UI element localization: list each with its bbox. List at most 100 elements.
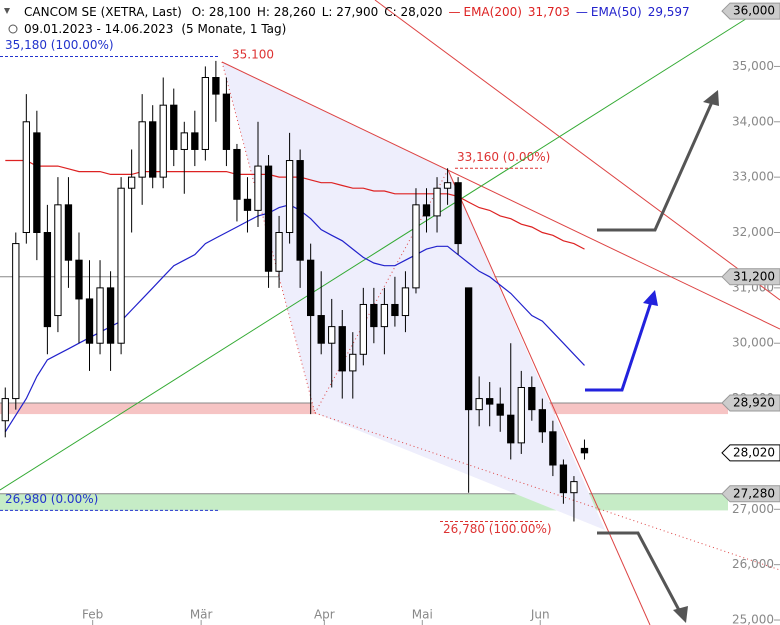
candle-body — [412, 204, 420, 289]
candle-body — [149, 121, 157, 178]
candle-body — [464, 287, 473, 411]
title-text: CANCOM SE (XETRA, Last) — [24, 5, 182, 19]
trend-line — [314, 412, 780, 571]
candle-body — [507, 414, 515, 444]
candle-body — [549, 431, 557, 466]
fib-label: 33,160 (0.00%) — [457, 150, 550, 164]
legend-value: 29,597 — [648, 5, 690, 19]
candle-body — [64, 204, 73, 261]
ema-line — [5, 159, 585, 250]
candle-body — [117, 187, 125, 344]
candle-body — [85, 298, 94, 344]
candle-body — [570, 481, 578, 494]
channel-area — [222, 62, 605, 530]
candle-body — [580, 447, 589, 454]
candle-body — [1, 398, 9, 422]
arrow-head — [703, 90, 719, 106]
candle-body — [517, 387, 525, 444]
zone — [0, 493, 728, 511]
candle-body — [538, 409, 547, 433]
subtitle-text: (5 Monate, 1 Tag) — [181, 22, 286, 36]
candle-body — [391, 303, 399, 317]
legend-dash: — — [449, 5, 461, 19]
x-tick-label: Feb — [82, 608, 103, 622]
candle-body — [349, 353, 357, 372]
trend-line — [221, 61, 316, 414]
subtitle-text: 09.01.2023 - 14.06.2023 — [24, 22, 173, 36]
candle-body — [380, 303, 389, 328]
candle-body — [475, 398, 483, 411]
icon — [4, 8, 10, 14]
annotation: 35.100 — [232, 47, 274, 61]
candle-body — [433, 187, 441, 217]
candle-body — [233, 148, 241, 200]
fib-label: 26,980 (0.00%) — [5, 492, 98, 506]
candle-body — [454, 182, 462, 245]
candle-body — [275, 232, 283, 272]
price-box — [721, 485, 780, 503]
y-tick-label: 32,000 — [732, 225, 774, 239]
price-box-label: 36,000 — [733, 4, 775, 18]
y-tick-label: 27,000 — [732, 502, 774, 516]
arrow-head — [673, 606, 688, 623]
candle-body — [285, 160, 294, 234]
candle-body — [170, 104, 178, 150]
x-tick-label: Mai — [412, 608, 433, 622]
candle-body — [328, 326, 336, 344]
candle-body — [33, 132, 41, 234]
candle-body — [443, 182, 452, 189]
price-box-label: 27,280 — [733, 486, 775, 500]
candle-body — [222, 93, 231, 150]
fib-label: 26,780 (100.00%) — [443, 522, 552, 536]
candle-body — [401, 287, 410, 317]
candle-body — [317, 315, 325, 344]
candle-body — [138, 121, 146, 178]
quote: H: 28,260 — [257, 5, 316, 19]
arrow — [597, 531, 682, 613]
price-box-label: 28,020 — [733, 445, 775, 459]
legend-value: 31,703 — [528, 5, 570, 19]
candle-body — [264, 165, 273, 272]
subtitle: 09.01.2023 - 14.06.2023 (5 Monate, 1 Tag) — [24, 22, 286, 36]
y-tick-label: 30,000 — [732, 336, 774, 350]
y-tick-label: 35,000 — [732, 59, 774, 73]
candle-body — [127, 176, 136, 189]
candle-body — [22, 121, 30, 234]
data-layer — [1, 60, 589, 522]
candle-body — [54, 204, 62, 317]
legend-entry: EMA(200) — [464, 5, 522, 19]
legend-entry: EMA(50) — [591, 5, 642, 19]
x-tick-label: Apr — [314, 608, 335, 622]
trend-line — [0, 9, 761, 491]
arrow-head — [643, 290, 658, 306]
candle-body — [201, 77, 210, 150]
quote: C: 28,020 — [384, 5, 442, 19]
candle-body — [528, 387, 536, 411]
quote: L: 27,900 — [322, 5, 379, 19]
fib-label: 35,180 (100.00%) — [5, 38, 114, 52]
x-tick-label: Jun — [530, 608, 550, 622]
candle-body — [496, 403, 504, 416]
y-tick-label: 26,000 — [732, 557, 774, 571]
x-tick-label: Mär — [190, 608, 213, 622]
y-tick-label: 34,000 — [732, 114, 774, 128]
candle-body — [559, 464, 568, 494]
candle-body — [243, 198, 252, 211]
arrow — [585, 301, 653, 392]
y-tick-label: 25,000 — [732, 613, 774, 625]
price-box — [721, 394, 780, 412]
candle-body — [12, 243, 20, 400]
header: CANCOM SE (XETRA, Last) O: 28,100 H: 28,26… — [4, 5, 690, 36]
candle-body — [486, 398, 494, 405]
candle-body — [180, 132, 188, 150]
candle-body — [75, 259, 83, 300]
candle-body — [422, 204, 431, 217]
candle-body — [106, 287, 115, 344]
candle-body — [212, 77, 220, 95]
candle-body — [159, 104, 167, 178]
candle-body — [191, 132, 199, 150]
candle-body — [359, 303, 367, 355]
candle-body — [296, 160, 304, 261]
y-tick-label: 33,000 — [732, 170, 774, 184]
